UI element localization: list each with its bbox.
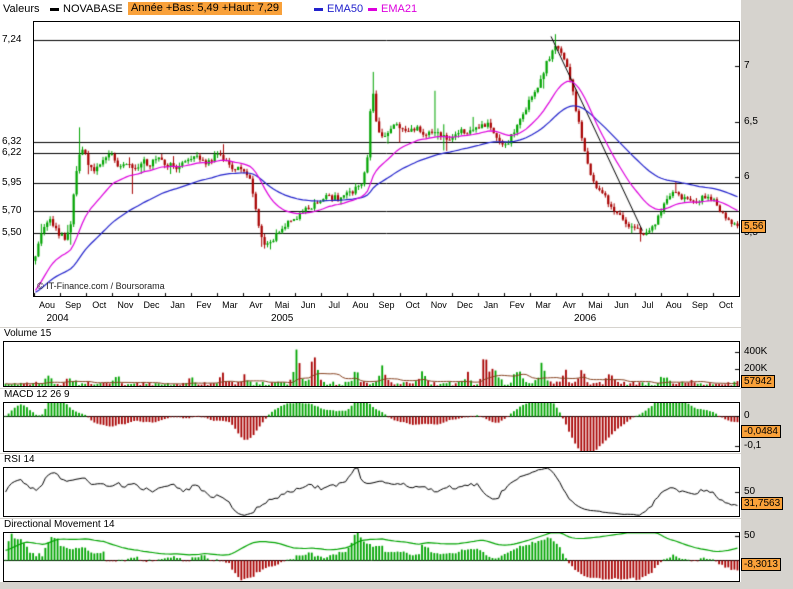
dmi-panel: Directional Movement 14 <box>0 519 741 582</box>
macd-panel: MACD 12 26 9 <box>0 389 741 453</box>
month-label: Jan <box>483 300 499 310</box>
month-label: Mar <box>535 300 551 310</box>
year-label: 2004 <box>46 313 69 324</box>
novabase-series-swatch <box>50 8 59 11</box>
volume-canvas[interactable] <box>4 342 739 386</box>
month-label: Avr <box>562 300 576 310</box>
price-level-label: 7,24 <box>2 33 22 45</box>
price-plot[interactable] <box>33 21 740 297</box>
valeurs-label: Valeurs <box>3 3 40 15</box>
rsi-canvas[interactable] <box>4 468 739 516</box>
dmi-tick-label: 50 <box>744 530 756 542</box>
year-range-label: Année +Bas: 5,49 +Haut: 7,29 <box>128 2 283 15</box>
price-chart-canvas[interactable] <box>34 22 739 296</box>
price-level-label: 5,70 <box>2 204 22 216</box>
rsi-tick-label: 50 <box>744 486 756 497</box>
price-level-label: 6,22 <box>2 146 22 158</box>
price-tick-label: 6,5 <box>744 115 758 127</box>
month-label: Oct <box>405 300 420 310</box>
month-label: Dec <box>143 300 160 310</box>
month-label: Sep <box>65 300 82 310</box>
year-label: 2005 <box>271 313 294 324</box>
macd-tick-label: -0,1 <box>744 440 762 452</box>
month-label: Jun <box>300 300 316 310</box>
ema50-swatch <box>314 8 323 11</box>
month-label: Fev <box>509 300 525 310</box>
rsi-panel-title: RSI 14 <box>4 454 35 465</box>
month-label: Nov <box>117 300 134 310</box>
month-label: Jan <box>170 300 185 310</box>
month-label: Sep <box>378 300 395 310</box>
volume-panel-title: Volume 15 <box>4 328 52 339</box>
macd-plot[interactable] <box>3 402 740 452</box>
dmi-panel-title: Directional Movement 14 <box>4 519 115 530</box>
month-label: Jun <box>614 300 629 310</box>
last-price-badge: 5,56 <box>741 220 767 234</box>
copyright-text: © IT-Finance.com / Boursorama <box>37 281 165 291</box>
month-label: Avr <box>249 300 263 310</box>
price-panel: Valeurs NOVABASE Année +Bas: 5,49 +Haut:… <box>0 0 741 327</box>
month-label: Jul <box>328 300 341 310</box>
dmi-canvas[interactable] <box>4 533 739 581</box>
price-tick-label: 7 <box>744 60 750 72</box>
volume-tick-label: 400K <box>744 346 768 358</box>
month-label: Mar <box>222 300 238 310</box>
month-label: Nov <box>430 300 447 310</box>
rsi-panel: RSI 14 <box>0 454 741 518</box>
month-label: Aou <box>352 300 369 310</box>
ema50-label: EMA50 <box>327 3 364 15</box>
month-label: Aou <box>665 300 682 310</box>
series-name-label: NOVABASE <box>63 3 123 15</box>
ema21-label: EMA21 <box>381 3 418 15</box>
month-label: Mai <box>588 300 603 310</box>
price-level-label: 5,95 <box>2 176 22 188</box>
dmi-plot[interactable] <box>3 532 740 582</box>
volume-plot[interactable] <box>3 341 740 387</box>
month-label: Aou <box>39 300 56 310</box>
ema21-swatch <box>368 8 377 11</box>
rsi-value-badge: 31,7563 <box>741 496 784 510</box>
month-label: Mai <box>274 300 290 310</box>
price-level-label: 5,50 <box>2 226 22 238</box>
month-label: Jul <box>641 300 654 310</box>
month-label: Oct <box>718 300 733 310</box>
volume-panel: Volume 15 <box>0 328 741 388</box>
dmi-value-badge: -8,3013 <box>741 557 781 571</box>
macd-tick-label: 0 <box>744 409 750 421</box>
price-level-label: 6,32 <box>2 135 22 147</box>
price-tick-label: 6 <box>744 171 750 183</box>
volume-value-badge: 57942 <box>741 375 775 389</box>
macd-panel-title: MACD 12 26 9 <box>4 389 70 400</box>
month-label: Sep <box>691 300 708 310</box>
volume-tick-label: 200K <box>744 363 768 375</box>
year-label: 2006 <box>573 313 597 324</box>
month-label: Oct <box>92 300 107 310</box>
macd-canvas[interactable] <box>4 403 739 451</box>
rsi-plot[interactable] <box>3 467 740 517</box>
month-label: Dec <box>456 300 473 310</box>
month-label: Fev <box>196 300 212 310</box>
macd-value-badge: -0,0484 <box>741 424 781 438</box>
